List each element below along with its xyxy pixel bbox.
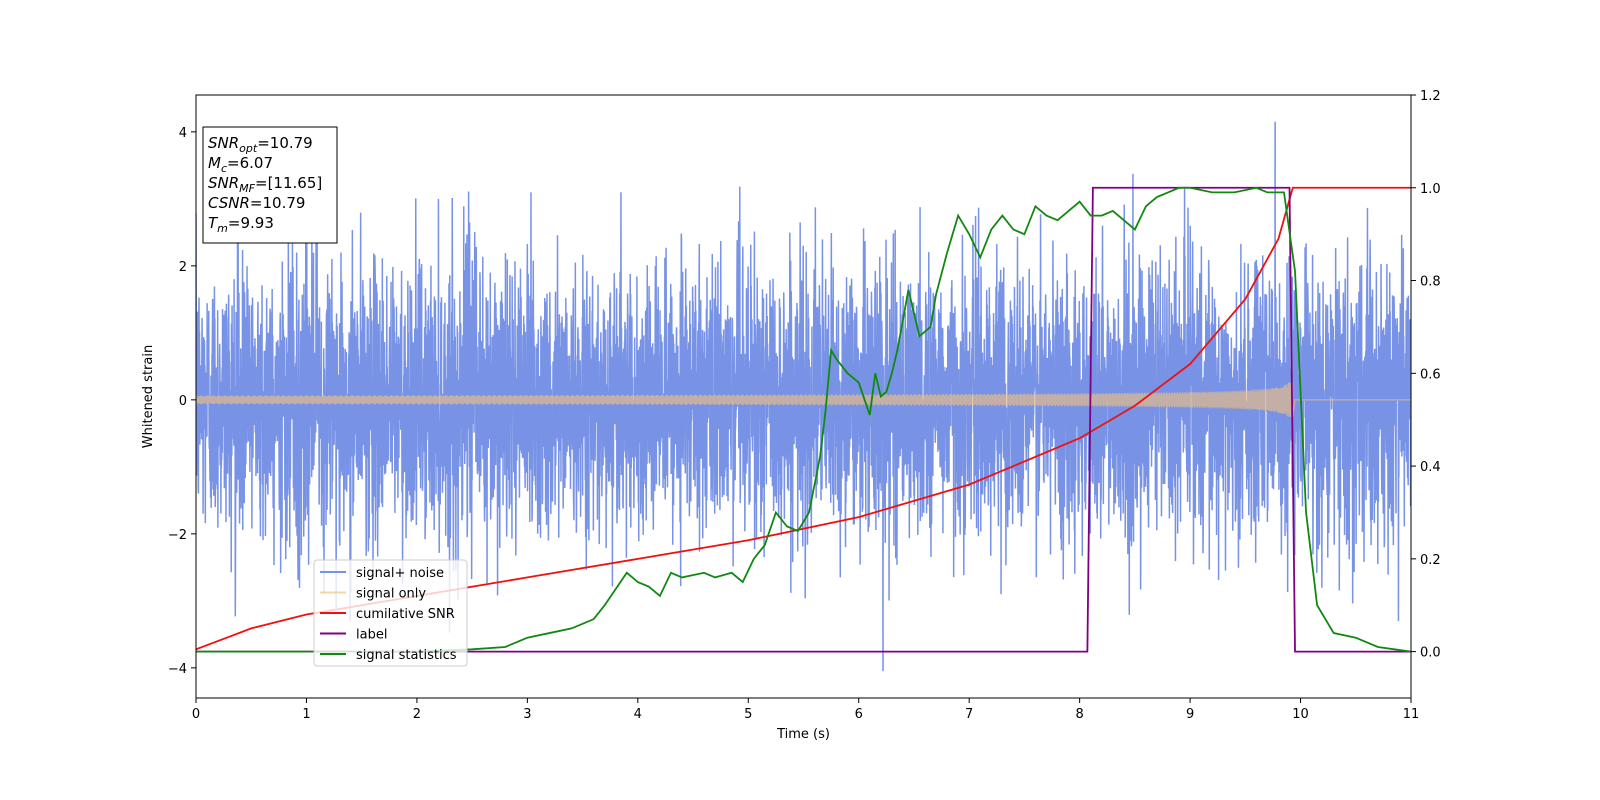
series-signal-noise-line [196, 121, 1411, 672]
annotation-line: CSNR=10.79 [208, 194, 305, 212]
axes-layer: 0 1 2 3 4 5 6 7 8 9 10 11 −4 −2 0 2 4 0.0 0.2 0.4 0.6 0.8 1.0 1… [168, 89, 1441, 722]
x-tick-label: 4 [634, 707, 642, 722]
legend-label: cumilative SNR [356, 607, 455, 622]
annotation-frame [202, 126, 338, 244]
x-tick-label: 3 [523, 707, 531, 722]
plot-frame [195, 94, 1412, 699]
y-right-tick-label: 1.0 [1420, 182, 1441, 197]
legend-entry: signal statistics [320, 648, 457, 663]
y-right-tick-label: 0.2 [1420, 553, 1441, 568]
x-axis-label: Time (s) [776, 727, 830, 742]
annotation-line: SNRMF=[11.65] [208, 174, 322, 195]
x-tick-label: 9 [1186, 707, 1194, 722]
y-left-tick-label: 4 [179, 126, 187, 141]
series-signal-statistics-line [196, 186, 1411, 653]
y-right-tick-label: 0.4 [1420, 460, 1441, 475]
y-right-tick-label: 0.8 [1420, 275, 1441, 290]
x-tick-label: 8 [1075, 707, 1083, 722]
annotation-line: Mc=6.07 [208, 154, 273, 175]
series-layer [196, 121, 1411, 672]
y-left-tick-label: 0 [179, 394, 187, 409]
series-signal-only-line [196, 382, 1411, 417]
x-tick-label: 10 [1292, 707, 1309, 722]
y-right-tick-label: 1.2 [1420, 89, 1441, 104]
y-right-tick-label: 0.0 [1420, 646, 1441, 661]
legend-label: signal only [356, 587, 426, 602]
legend-entry: signal+ noise [320, 566, 444, 581]
annotation-line: Tm=9.93 [208, 214, 274, 235]
legend-frame [313, 559, 468, 667]
annotation-box: SNRopt=10.79Mc=6.07SNRMF=[11.65]CSNR=10.… [202, 126, 338, 244]
legend-entry: cumilative SNR [320, 607, 455, 622]
x-tick-label: 0 [192, 707, 200, 722]
legend-label: signal+ noise [356, 566, 444, 581]
x-tick-label: 7 [965, 707, 973, 722]
x-tick-label: 11 [1403, 707, 1420, 722]
x-tick-label: 6 [855, 707, 863, 722]
y-right-tick-label: 0.6 [1420, 367, 1441, 382]
legend: signal+ noise signal only cumilative SNR la… [313, 559, 468, 667]
legend-label: label [356, 628, 387, 643]
legend-label: signal statistics [356, 648, 457, 663]
legend-entry: signal only [320, 587, 426, 602]
y-axis-label: Whitened strain [141, 345, 156, 448]
y-left-tick-label: −4 [168, 662, 187, 677]
y-left-tick-label: −2 [168, 528, 187, 543]
legend-entry: label [320, 628, 387, 643]
x-tick-label: 5 [744, 707, 752, 722]
annotation-line: SNRopt=10.79 [208, 134, 313, 155]
x-tick-label: 1 [302, 707, 310, 722]
y-left-tick-label: 2 [179, 260, 187, 275]
x-tick-label: 2 [413, 707, 421, 722]
